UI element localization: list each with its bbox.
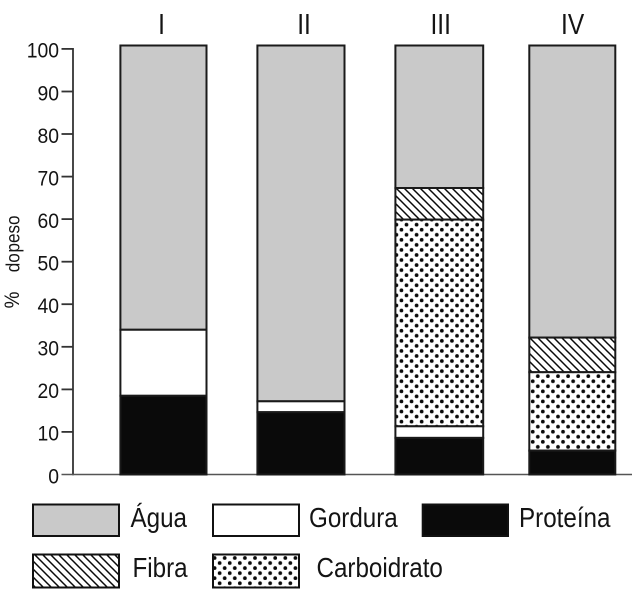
svg-text:30: 30 (37, 337, 59, 361)
svg-text:IV: IV (561, 8, 584, 40)
svg-text:50: 50 (37, 252, 59, 276)
svg-text:0: 0 (48, 464, 59, 488)
svg-text:III: III (430, 8, 450, 40)
svg-text:10: 10 (37, 422, 59, 446)
svg-text:80: 80 (37, 124, 59, 148)
svg-text:II: II (297, 8, 311, 40)
svg-text:70: 70 (37, 166, 59, 190)
svg-text:100: 100 (27, 39, 59, 63)
svg-text:60: 60 (37, 209, 59, 233)
svg-text:Proteína: Proteína (519, 504, 611, 534)
svg-text:Fibra: Fibra (133, 554, 189, 584)
svg-text:Água: Água (131, 503, 188, 534)
svg-text:do: do (3, 253, 24, 272)
svg-text:peso: peso (3, 215, 24, 252)
svg-text:20: 20 (37, 379, 59, 403)
svg-text:40: 40 (37, 294, 59, 318)
svg-text:I: I (158, 8, 165, 40)
svg-text:Gordura: Gordura (309, 504, 398, 534)
svg-text:%: % (1, 291, 24, 308)
svg-text:90: 90 (37, 81, 59, 105)
svg-text:Carboidrato: Carboidrato (317, 554, 443, 584)
